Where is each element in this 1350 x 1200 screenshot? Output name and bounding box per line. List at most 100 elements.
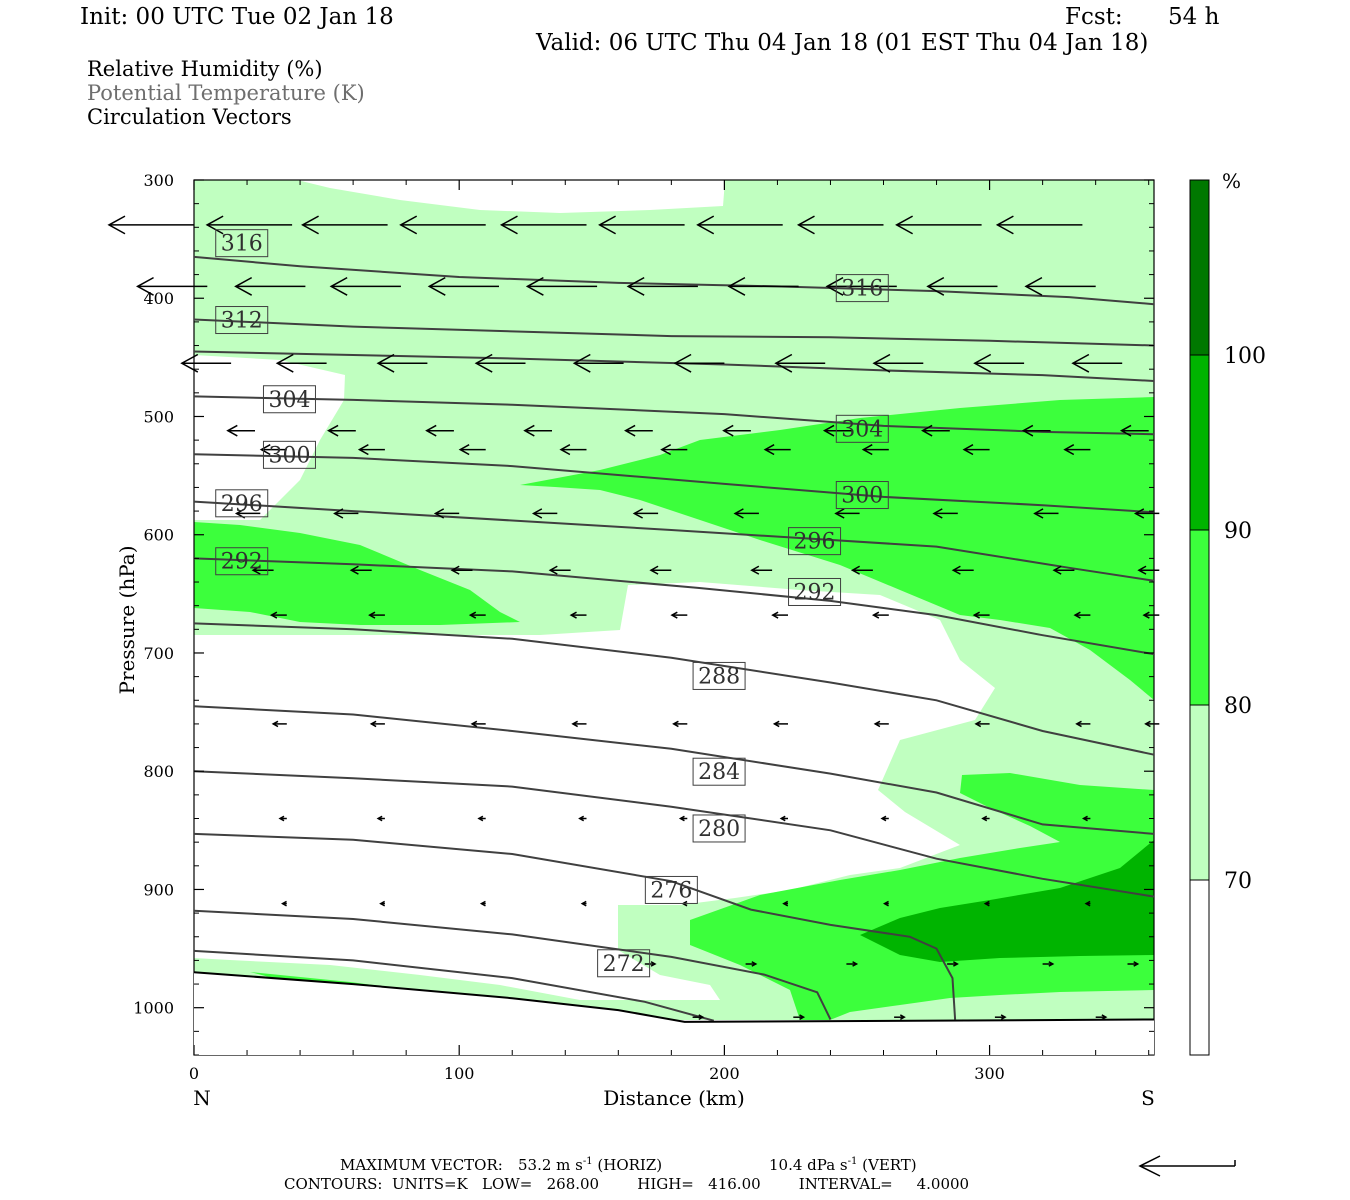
colorbar-unit: % xyxy=(1222,169,1241,193)
vector-arrow xyxy=(1081,815,1091,822)
vector-arrow xyxy=(624,424,653,437)
vector-arrow xyxy=(722,424,751,437)
isentrope-label-272: 272 xyxy=(597,949,651,978)
vector-arrow xyxy=(479,900,486,907)
vector-arrow xyxy=(559,444,587,456)
legend-circulation-vectors: Circulation Vectors xyxy=(87,105,292,129)
legend-potential-temperature: Potential Temperature (K) xyxy=(87,81,365,105)
y-tick-label: 1000 xyxy=(133,999,174,1018)
vector-arrow xyxy=(275,353,327,373)
vector-arrow xyxy=(895,215,982,235)
isentrope-label-300: 300 xyxy=(262,440,316,469)
colorbar-above-100 xyxy=(1190,180,1209,355)
vector-arrow xyxy=(626,276,698,296)
vector-arrow xyxy=(670,611,688,619)
svg-text:284: 284 xyxy=(698,760,740,785)
colorbar-90-100 xyxy=(1190,355,1209,530)
colorbar-label-70: 70 xyxy=(1224,869,1252,894)
vector-arrow xyxy=(357,444,385,456)
circulation-vectors xyxy=(107,215,1160,1021)
forecast-hour: 54 h xyxy=(1168,4,1220,30)
isentrope-280 xyxy=(193,770,1155,898)
vector-arrow xyxy=(678,815,688,822)
footer-max-vector-label: MAXIMUM VECTOR: xyxy=(340,1156,503,1174)
isentrope-label-292: 292 xyxy=(788,577,842,606)
legend-relative-humidity: Relative Humidity (%) xyxy=(87,57,323,81)
vector-arrow xyxy=(1073,611,1091,619)
svg-text:300: 300 xyxy=(841,484,883,509)
vector-arrow xyxy=(673,353,725,373)
vector-arrow xyxy=(983,900,990,907)
footer-contours: CONTOURS: UNITS=K LOW= 268.00 HIGH= 416.… xyxy=(284,1175,970,1193)
vector-arrow xyxy=(1137,565,1160,575)
vector-arrow xyxy=(427,276,499,296)
isentrope-label-316: 316 xyxy=(215,229,269,258)
isentrope-label-276: 276 xyxy=(644,875,698,904)
svg-text:316: 316 xyxy=(221,232,263,257)
colorbar: % 100 90 80 70 xyxy=(1189,169,1266,1056)
rh-90-100-core xyxy=(860,840,1154,962)
svg-text:312: 312 xyxy=(221,309,263,334)
vector-arrow xyxy=(107,215,194,235)
isentrope-label-316: 316 xyxy=(835,274,889,303)
y-tick-label: 900 xyxy=(143,880,174,899)
vector-arrow xyxy=(793,1014,806,1021)
vector-arrow xyxy=(1127,961,1140,967)
rh-80-90-upper-right xyxy=(520,397,1154,700)
x-tick-label: 200 xyxy=(709,1064,740,1083)
isentrope-288 xyxy=(193,622,1155,756)
init-time: Init: 00 UTC Tue 02 Jan 18 xyxy=(80,4,394,30)
y-axis-title: Pressure (hPa) xyxy=(115,546,139,695)
vector-arrow xyxy=(251,565,274,575)
vector-arrow xyxy=(873,720,889,728)
vector-arrow xyxy=(850,565,873,575)
rh-dry-gap-top xyxy=(297,180,725,213)
vector-arrow xyxy=(301,215,388,235)
vector-arrow xyxy=(1119,424,1149,437)
vector-arrow xyxy=(973,353,1025,373)
vector-arrow xyxy=(1071,353,1123,373)
vector-arrow xyxy=(333,508,359,519)
vector-arrow xyxy=(696,215,783,235)
vector-arrow xyxy=(531,508,558,519)
vector-arrow xyxy=(660,444,688,456)
vector-arrow xyxy=(921,424,950,437)
isentrope-label-280: 280 xyxy=(692,814,746,843)
vector-arrow xyxy=(136,276,208,296)
vector-arrow xyxy=(894,1014,906,1021)
vector-arrow xyxy=(880,815,889,822)
isentrope-308 xyxy=(193,350,1155,382)
terrain-line xyxy=(193,971,1155,1023)
vector-arrow xyxy=(1084,900,1091,907)
vector-arrow xyxy=(1033,508,1059,519)
vector-arrow xyxy=(281,900,287,907)
vector-arrow xyxy=(772,720,788,728)
vector-arrow xyxy=(180,353,232,373)
vector-arrow xyxy=(1021,424,1051,437)
isentrope-label-284: 284 xyxy=(692,757,746,786)
colorbar-frame xyxy=(1189,179,1210,1056)
svg-text:300: 300 xyxy=(268,443,310,468)
svg-text:316: 316 xyxy=(841,277,883,302)
colorbar-80-90 xyxy=(1190,530,1209,705)
vector-arrow xyxy=(981,815,990,822)
vector-arrow xyxy=(376,815,385,822)
vector-arrow xyxy=(572,353,624,373)
vector-arrow xyxy=(569,611,587,619)
y-tick-label: 600 xyxy=(143,526,174,545)
vector-arrow xyxy=(226,424,255,437)
colorbar-label-90: 90 xyxy=(1224,519,1252,544)
svg-text:292: 292 xyxy=(794,580,836,605)
svg-text:292: 292 xyxy=(221,550,263,575)
vector-arrow xyxy=(376,353,428,373)
vector-arrow xyxy=(349,565,372,575)
x-tick-label: 100 xyxy=(444,1064,475,1083)
y-tick-label: 300 xyxy=(143,171,174,190)
vector-arrow xyxy=(1063,444,1091,456)
isentrope-296 xyxy=(193,500,1155,582)
vector-arrow xyxy=(470,720,486,728)
rh-80-90-lower-right xyxy=(690,773,1154,1020)
forecast-label: Fcst: xyxy=(1065,4,1123,30)
vector-arrow xyxy=(499,215,587,235)
x-tick-label: 0 xyxy=(189,1064,199,1083)
